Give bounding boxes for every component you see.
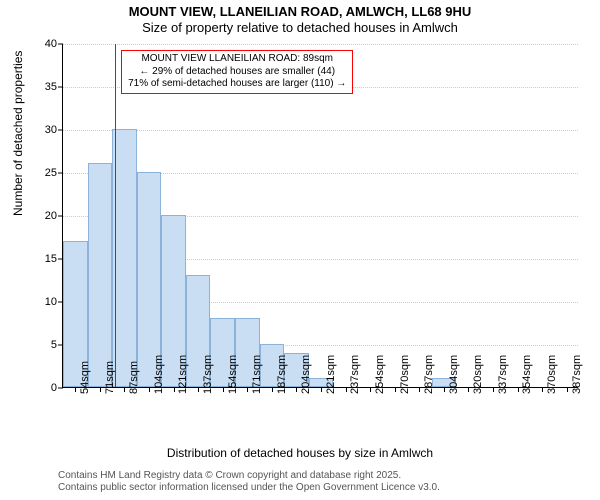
- xtick-label: 54sqm: [79, 361, 91, 394]
- annotation-line: ← 29% of detached houses are smaller (44…: [128, 66, 346, 79]
- xtick-mark: [395, 387, 396, 392]
- ytick-label: 20: [45, 210, 57, 222]
- xtick-mark: [468, 387, 469, 392]
- grid-line: [63, 44, 578, 45]
- x-axis-label: Distribution of detached houses by size …: [0, 446, 600, 460]
- xtick-label: 387sqm: [571, 355, 583, 394]
- xtick-mark: [296, 387, 297, 392]
- xtick-mark: [542, 387, 543, 392]
- xtick-label: 71sqm: [104, 361, 116, 394]
- ytick-label: 10: [45, 296, 57, 308]
- xtick-label: 270sqm: [399, 355, 411, 394]
- ytick-label: 35: [45, 81, 57, 93]
- xtick-label: 221sqm: [325, 355, 337, 394]
- xtick-mark: [198, 387, 199, 392]
- ytick-mark: [58, 130, 63, 131]
- xtick-mark: [124, 387, 125, 392]
- xtick-label: 337sqm: [497, 355, 509, 394]
- xtick-mark: [321, 387, 322, 392]
- annotation-line: MOUNT VIEW LLANEILIAN ROAD: 89sqm: [128, 53, 346, 66]
- xtick-label: 121sqm: [177, 355, 189, 394]
- reference-line: [115, 44, 116, 387]
- xtick-label: 370sqm: [546, 355, 558, 394]
- xtick-label: 304sqm: [448, 355, 460, 394]
- xtick-mark: [493, 387, 494, 392]
- xtick-label: 237sqm: [349, 355, 361, 394]
- xtick-mark: [100, 387, 101, 392]
- xtick-label: 154sqm: [227, 355, 239, 394]
- xtick-label: 187sqm: [276, 355, 288, 394]
- xtick-mark: [419, 387, 420, 392]
- ytick-label: 30: [45, 124, 57, 136]
- ytick-mark: [58, 173, 63, 174]
- ytick-label: 40: [45, 38, 57, 50]
- xtick-mark: [567, 387, 568, 392]
- ytick-mark: [58, 44, 63, 45]
- grid-line: [63, 130, 578, 131]
- xtick-mark: [518, 387, 519, 392]
- histogram-bar: [88, 163, 113, 387]
- xtick-label: 254sqm: [374, 355, 386, 394]
- ytick-mark: [58, 87, 63, 88]
- xtick-label: 287sqm: [423, 355, 435, 394]
- footer-line1: Contains HM Land Registry data © Crown c…: [58, 470, 440, 482]
- xtick-mark: [346, 387, 347, 392]
- xtick-mark: [75, 387, 76, 392]
- ytick-label: 5: [51, 339, 57, 351]
- xtick-label: 87sqm: [128, 361, 140, 394]
- xtick-mark: [174, 387, 175, 392]
- chart-container: MOUNT VIEW, LLANEILIAN ROAD, AMLWCH, LL6…: [0, 0, 600, 500]
- xtick-label: 104sqm: [153, 355, 165, 394]
- xtick-mark: [272, 387, 273, 392]
- annotation-line: 71% of semi-detached houses are larger (…: [128, 78, 346, 91]
- y-axis-label: Number of detached properties: [11, 51, 25, 216]
- xtick-label: 137sqm: [202, 355, 214, 394]
- footer-attribution: Contains HM Land Registry data © Crown c…: [58, 470, 440, 494]
- xtick-mark: [223, 387, 224, 392]
- xtick-label: 354sqm: [521, 355, 533, 394]
- xtick-mark: [247, 387, 248, 392]
- xtick-label: 171sqm: [251, 355, 263, 394]
- xtick-mark: [149, 387, 150, 392]
- ytick-mark: [58, 388, 63, 389]
- xtick-mark: [444, 387, 445, 392]
- xtick-mark: [370, 387, 371, 392]
- footer-line2: Contains public sector information licen…: [58, 482, 440, 494]
- annotation-box: MOUNT VIEW LLANEILIAN ROAD: 89sqm← 29% o…: [121, 50, 353, 94]
- chart-title-line2: Size of property relative to detached ho…: [0, 20, 600, 36]
- ytick-mark: [58, 216, 63, 217]
- plot-area: 051015202530354054sqm71sqm87sqm104sqm121…: [62, 44, 578, 388]
- ytick-label: 0: [51, 382, 57, 394]
- ytick-label: 15: [45, 253, 57, 265]
- xtick-label: 320sqm: [472, 355, 484, 394]
- title-block: MOUNT VIEW, LLANEILIAN ROAD, AMLWCH, LL6…: [0, 4, 600, 37]
- xtick-label: 204sqm: [300, 355, 312, 394]
- chart-title-line1: MOUNT VIEW, LLANEILIAN ROAD, AMLWCH, LL6…: [0, 4, 600, 20]
- ytick-label: 25: [45, 167, 57, 179]
